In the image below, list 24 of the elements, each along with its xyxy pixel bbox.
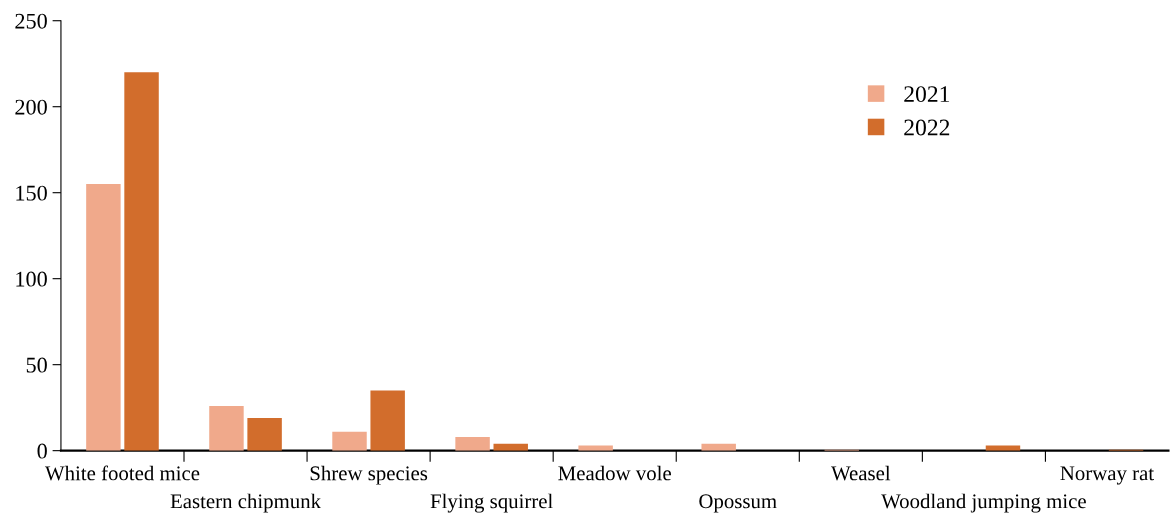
x-tick-label: Meadow vole — [558, 465, 671, 481]
bar — [209, 405, 244, 451]
y-tick-label: 0 — [37, 443, 47, 459]
y-tick-label: 100 — [16, 271, 47, 287]
legend-label: 2022 — [904, 119, 950, 136]
x-tick-label: Weasel — [831, 465, 891, 481]
x-tick-label: Opossum — [699, 494, 777, 513]
x-tick-label: Flying squirrel — [430, 493, 553, 513]
bar — [247, 417, 282, 451]
y-tick-label: 50 — [26, 357, 47, 373]
legend-label: 2021 — [904, 86, 950, 103]
bar — [86, 184, 121, 451]
bar — [370, 390, 405, 451]
x-tick-label: Shrew species — [310, 465, 428, 485]
bar — [124, 72, 159, 451]
y-tick-label: 250 — [15, 13, 47, 29]
bar — [455, 436, 490, 451]
y-tick-label: 150 — [16, 185, 47, 201]
x-tick-label: Norway rat — [1060, 466, 1154, 485]
x-tick-label: Woodland jumping mice — [881, 493, 1086, 513]
y-tick-label: 200 — [15, 99, 47, 115]
x-tick-label: Eastern chipmunk — [170, 493, 322, 513]
x-tick-label: White footed mice — [44, 465, 200, 481]
bar — [332, 431, 367, 451]
